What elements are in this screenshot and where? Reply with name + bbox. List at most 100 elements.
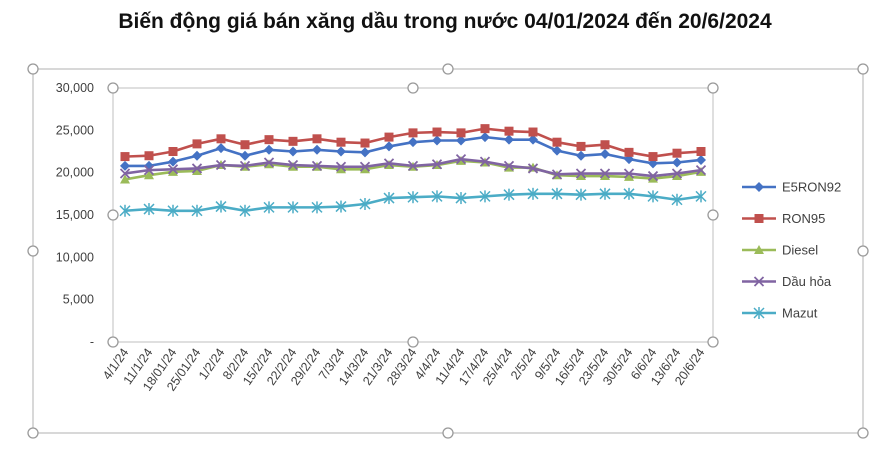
data-point <box>600 171 610 181</box>
resize-handle[interactable] <box>442 427 454 439</box>
legend-label: Mazut <box>782 306 818 321</box>
resize-handle[interactable] <box>707 336 719 348</box>
data-point <box>431 159 443 170</box>
data-point <box>456 128 466 138</box>
data-point <box>624 171 634 181</box>
resize-handle[interactable] <box>107 336 119 348</box>
data-point <box>192 165 202 175</box>
data-point <box>360 164 370 174</box>
legend-item[interactable]: Dầu hỏa <box>742 274 832 289</box>
data-point <box>527 163 539 174</box>
y-tick-label: 10,000 <box>56 250 94 264</box>
resize-handle[interactable] <box>107 82 119 94</box>
data-point <box>576 171 586 181</box>
resize-handle[interactable] <box>27 427 39 439</box>
data-point <box>432 127 442 137</box>
data-point <box>168 147 178 156</box>
resize-handle[interactable] <box>27 245 39 257</box>
data-point <box>552 145 562 156</box>
data-point <box>455 153 467 165</box>
data-point <box>623 187 635 200</box>
legend-item[interactable]: Mazut <box>742 306 818 321</box>
data-point <box>384 141 394 152</box>
data-point <box>647 170 659 182</box>
data-point <box>143 203 155 216</box>
data-point <box>384 132 394 142</box>
data-point <box>287 201 299 214</box>
data-point <box>144 151 154 161</box>
y-tick-label: 25,000 <box>56 123 94 137</box>
data-point <box>311 160 323 172</box>
data-point <box>216 143 226 154</box>
data-point <box>263 201 275 214</box>
data-point <box>359 197 371 210</box>
data-point <box>215 200 227 213</box>
legend-marker <box>753 307 765 319</box>
resize-handle[interactable] <box>407 336 419 348</box>
data-point <box>239 204 251 217</box>
data-point <box>600 140 610 150</box>
data-point <box>240 150 250 161</box>
resize-handle[interactable] <box>27 63 39 75</box>
data-point <box>599 187 611 200</box>
data-point <box>696 154 706 165</box>
series-ron95 <box>120 124 706 162</box>
legend: E5RON92 RON95 Diesel Dầu hỏa Mazut <box>742 180 841 321</box>
data-point <box>504 134 514 145</box>
data-point <box>575 168 587 179</box>
data-point <box>215 159 227 171</box>
data-point <box>599 168 611 179</box>
resize-handle[interactable] <box>857 63 869 75</box>
data-point <box>191 163 203 174</box>
resize-handle[interactable] <box>707 82 719 94</box>
data-point <box>527 187 539 200</box>
series-layer <box>119 124 707 217</box>
data-point <box>240 140 250 150</box>
data-point <box>503 160 515 172</box>
data-point <box>383 192 395 205</box>
data-point <box>168 166 178 176</box>
legend-item[interactable]: E5RON92 <box>742 180 841 195</box>
data-point <box>119 168 131 179</box>
data-point <box>407 191 419 204</box>
resize-handle[interactable] <box>707 209 719 221</box>
data-point <box>311 201 323 214</box>
y-tick-label: 5,000 <box>63 293 94 307</box>
data-point <box>287 159 299 171</box>
legend-item[interactable]: RON95 <box>742 211 825 226</box>
data-point <box>528 134 538 145</box>
data-point <box>576 150 586 161</box>
data-point <box>359 161 371 172</box>
data-point <box>408 137 418 148</box>
data-point <box>191 204 203 217</box>
data-point <box>552 137 562 147</box>
resize-handle[interactable] <box>857 427 869 439</box>
data-point <box>479 190 491 203</box>
resize-handle[interactable] <box>107 209 119 221</box>
data-point <box>288 136 298 146</box>
data-point <box>504 126 514 136</box>
data-point <box>479 156 491 167</box>
resize-handle[interactable] <box>857 245 869 257</box>
legend-item[interactable]: Diesel <box>742 243 818 258</box>
legend-label: Dầu hỏa <box>782 274 832 289</box>
data-point <box>647 190 659 203</box>
data-point <box>239 160 251 172</box>
data-point <box>119 204 131 217</box>
data-point <box>551 187 563 200</box>
data-point <box>360 147 370 158</box>
data-point <box>456 135 466 146</box>
data-point <box>216 134 226 144</box>
data-point <box>120 160 130 171</box>
resize-handle[interactable] <box>407 82 419 94</box>
series-dau-hoa <box>119 153 707 182</box>
data-point <box>648 152 658 162</box>
legend-label: RON95 <box>782 211 825 226</box>
data-point <box>264 144 274 155</box>
data-point <box>167 164 179 175</box>
data-point <box>335 161 347 172</box>
resize-handle[interactable] <box>442 63 454 75</box>
data-point <box>672 171 682 181</box>
data-point <box>576 141 586 151</box>
